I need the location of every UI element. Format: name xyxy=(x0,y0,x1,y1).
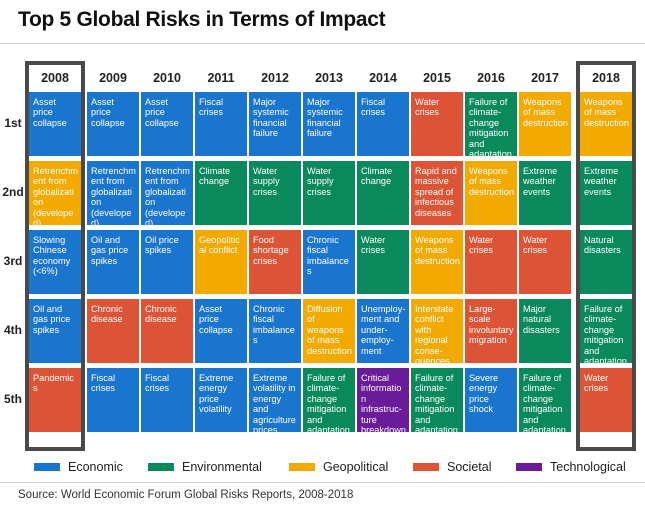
risk-cell-2009-3rd: Oil and gas price spikes xyxy=(87,230,139,294)
risk-cell-2011-3rd: Geopolitical conflict xyxy=(195,230,247,294)
risk-cell-2012-1st: Major systemic financial failure xyxy=(249,92,301,156)
risk-cell-2015-3rd: Weapons of mass destruction xyxy=(411,230,463,294)
risk-cell-2011-4th: Asset price collapse xyxy=(195,299,247,363)
risk-cell-2017-5th: Failure of climate-change mitigation and… xyxy=(519,368,571,432)
risk-cell-2009-5th: Fiscal crises xyxy=(87,368,139,432)
legend-label-geopolitical: Geopolitical xyxy=(323,460,389,474)
risk-cell-2008-5th: Pandemics xyxy=(29,368,81,432)
column-header-2013: 2013 xyxy=(315,71,343,85)
source-note: Source: World Economic Forum Global Risk… xyxy=(18,489,354,501)
legend-label-technological: Technological xyxy=(550,460,626,474)
risk-cell-2013-3rd: Chronic fiscal imbalances xyxy=(303,230,355,294)
risk-cell-2010-4th: Chronic disease xyxy=(141,299,193,363)
legend-label-environmental: Environmental xyxy=(182,460,262,474)
risk-cell-2017-1st: Weapons of mass destruction xyxy=(519,92,571,156)
risk-cell-2012-5th: Extreme volatility in energy and agricul… xyxy=(249,368,301,432)
risk-cell-2014-3rd: Water crises xyxy=(357,230,409,294)
risk-cell-2014-4th: Unemploy-ment and under-employ-ment xyxy=(357,299,409,363)
risk-cell-2012-4th: Chronic fiscal imbalances xyxy=(249,299,301,363)
risk-cell-2009-2nd: Retrenchment from globalization (develop… xyxy=(87,161,139,225)
risk-cell-2016-5th: Severe energy price shock xyxy=(465,368,517,432)
risk-cell-2018-2nd: Extreme weather events xyxy=(580,161,632,225)
risk-cell-2008-4th: Oil and gas price spikes xyxy=(29,299,81,363)
risk-cell-2016-4th: Large-scale involuntary migration xyxy=(465,299,517,363)
legend-swatch-economic xyxy=(34,462,60,471)
column-header-2010: 2010 xyxy=(153,71,181,85)
legend-label-societal: Societal xyxy=(447,460,492,474)
row-header-2nd: 2nd xyxy=(2,185,24,199)
risk-cell-2016-2nd: Weapons of mass destruction xyxy=(465,161,517,225)
column-header-2017: 2017 xyxy=(531,71,559,85)
risk-cell-2015-1st: Water crises xyxy=(411,92,463,156)
risk-cell-2011-5th: Extreme energy price volatility xyxy=(195,368,247,432)
chart-title: Top 5 Global Risks in Terms of Impact xyxy=(18,8,386,31)
risk-cell-2012-3rd: Food shortage crises xyxy=(249,230,301,294)
risk-cell-2012-2nd: Water supply crises xyxy=(249,161,301,225)
legend-label-economic: Economic xyxy=(68,460,123,474)
risk-cell-2013-5th: Failure of climate-change mitigation and… xyxy=(303,368,355,432)
column-header-2014: 2014 xyxy=(369,71,397,85)
row-header-5th: 5th xyxy=(4,392,22,406)
risk-cell-2016-3rd: Water crises xyxy=(465,230,517,294)
risk-cell-2015-2nd: Rapid and massive spread of infectious d… xyxy=(411,161,463,225)
risk-cell-2014-2nd: Climate change xyxy=(357,161,409,225)
column-header-2008: 2008 xyxy=(41,71,69,85)
risk-cell-2015-5th: Failure of climate-change mitigation and… xyxy=(411,368,463,432)
risk-cell-2017-4th: Major natural disasters xyxy=(519,299,571,363)
source-divider xyxy=(0,482,645,483)
risk-cell-2010-3rd: Oil price spikes xyxy=(141,230,193,294)
legend-swatch-geopolitical xyxy=(289,462,315,471)
risk-cell-2018-4th: Failure of climate-change mitigation and… xyxy=(580,299,632,363)
risk-cell-2015-4th: Interstate conflict with regional conse-… xyxy=(411,299,463,363)
risk-cell-2018-1st: Weapons of mass destruction xyxy=(580,92,632,156)
risk-cell-2018-5th: Water crises xyxy=(580,368,632,432)
risk-cell-2008-1st: Asset price collapse xyxy=(29,92,81,156)
risk-cell-2017-3rd: Water crises xyxy=(519,230,571,294)
title-divider xyxy=(0,43,645,44)
legend-swatch-societal xyxy=(413,462,439,471)
risk-cell-2011-2nd: Climate change xyxy=(195,161,247,225)
risk-cell-2013-2nd: Water supply crises xyxy=(303,161,355,225)
legend-item-societal: Societal xyxy=(413,458,491,476)
risk-cell-2008-3rd: Slowing Chinese economy (<6%) xyxy=(29,230,81,294)
risk-cell-2013-4th: Diffusion of weapons of mass destruction xyxy=(303,299,355,363)
legend-swatch-technological xyxy=(516,462,542,471)
risk-cell-2013-1st: Major systemic financial failure xyxy=(303,92,355,156)
risk-cell-2008-2nd: Retrenchment from globalization (develop… xyxy=(29,161,81,225)
row-header-4th: 4th xyxy=(4,323,22,337)
legend-item-geopolitical: Geopolitical xyxy=(289,458,388,476)
risk-cell-2010-1st: Asset price collapse xyxy=(141,92,193,156)
column-header-2016: 2016 xyxy=(477,71,505,85)
risk-cell-2014-1st: Fiscal crises xyxy=(357,92,409,156)
legend-swatch-environmental xyxy=(148,462,174,471)
risk-cell-2010-2nd: Retrenchment from globalization (develop… xyxy=(141,161,193,225)
risk-cell-2018-3rd: Natural disasters xyxy=(580,230,632,294)
legend-item-economic: Economic xyxy=(34,458,123,476)
column-header-2015: 2015 xyxy=(423,71,451,85)
risk-cell-2016-1st: Failure of climate-change mitigation and… xyxy=(465,92,517,156)
column-header-2011: 2011 xyxy=(207,71,235,85)
column-header-2009: 2009 xyxy=(99,71,127,85)
legend: Economic Environmental Geopolitical Societa… xyxy=(0,458,645,476)
risk-cell-2009-4th: Chronic disease xyxy=(87,299,139,363)
risk-cell-2017-2nd: Extreme weather events xyxy=(519,161,571,225)
row-header-1st: 1st xyxy=(4,116,22,130)
legend-item-environmental: Environmental xyxy=(148,458,262,476)
column-header-2018: 2018 xyxy=(592,71,620,85)
risk-cell-2010-5th: Fiscal crises xyxy=(141,368,193,432)
risk-cell-2011-1st: Fiscal crises xyxy=(195,92,247,156)
row-header-3rd: 3rd xyxy=(3,254,23,268)
legend-item-technological: Technological xyxy=(516,458,626,476)
column-header-2012: 2012 xyxy=(261,71,289,85)
risk-cell-2014-5th: Critical information infrastruc-ture bre… xyxy=(357,368,409,432)
risk-cell-2009-1st: Asset price collapse xyxy=(87,92,139,156)
